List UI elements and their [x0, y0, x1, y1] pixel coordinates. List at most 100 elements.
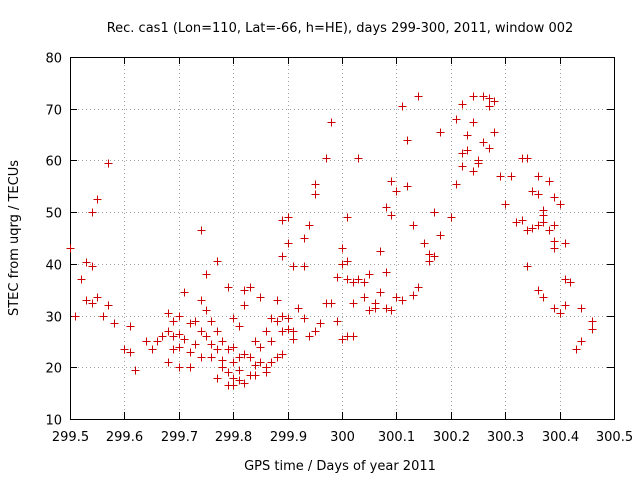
- y-tick-label: 20: [45, 362, 62, 377]
- data-point: [175, 363, 184, 372]
- data-point: [197, 226, 206, 235]
- data-point: [403, 136, 412, 145]
- data-point: [300, 262, 309, 271]
- data-point: [240, 350, 249, 359]
- data-point: [550, 237, 559, 246]
- data-point: [392, 187, 401, 196]
- data-point: [142, 337, 151, 346]
- data-point: [300, 314, 309, 323]
- data-point: [469, 92, 478, 101]
- data-point: [343, 257, 352, 266]
- data-point: [126, 348, 135, 357]
- data-point: [88, 299, 97, 308]
- data-point: [485, 102, 494, 111]
- data-point: [110, 319, 119, 328]
- data-point: [376, 288, 385, 297]
- data-point: [539, 218, 548, 227]
- data-point: [256, 343, 265, 352]
- data-point: [191, 340, 200, 349]
- y-tick-label: 80: [45, 52, 62, 67]
- data-point: [273, 317, 282, 326]
- data-point: [164, 358, 173, 367]
- data-point: [289, 335, 298, 344]
- data-point: [267, 358, 276, 367]
- data-point: [273, 296, 282, 305]
- chart-title: Rec. cas1 (Lon=110, Lat=-66, h=HE), days…: [107, 21, 574, 36]
- data-point: [561, 239, 570, 248]
- data-point: [202, 306, 211, 315]
- data-point: [403, 182, 412, 191]
- data-point: [240, 379, 249, 388]
- data-point: [561, 301, 570, 310]
- data-point: [240, 301, 249, 310]
- axes: [70, 57, 615, 420]
- data-point: [289, 262, 298, 271]
- y-tick-label: 40: [45, 259, 62, 274]
- data-point: [229, 314, 238, 323]
- data-point: [148, 345, 157, 354]
- data-point: [327, 299, 336, 308]
- data-point: [430, 208, 439, 217]
- data-point: [246, 283, 255, 292]
- data-point: [131, 366, 140, 375]
- data-point: [518, 216, 527, 225]
- data-point: [305, 332, 314, 341]
- data-point: [349, 332, 358, 341]
- data-point: [235, 322, 244, 331]
- data-point: [409, 291, 418, 300]
- data-point: [452, 180, 461, 189]
- data-point: [251, 337, 260, 346]
- data-point: [338, 260, 347, 269]
- data-point: [240, 286, 249, 295]
- data-point: [186, 348, 195, 357]
- data-point: [311, 180, 320, 189]
- data-point: [572, 345, 581, 354]
- data-point: [229, 358, 238, 367]
- x-tick-label: 300.5: [596, 430, 633, 445]
- data-point: [278, 216, 287, 225]
- data-point: [382, 203, 391, 212]
- y-tick-label: 30: [45, 311, 62, 326]
- data-point: [452, 115, 461, 124]
- data-point: [235, 366, 244, 375]
- data-point: [229, 374, 238, 383]
- data-point: [458, 162, 467, 171]
- data-point: [197, 353, 206, 362]
- data-point: [180, 288, 189, 297]
- data-point: [213, 257, 222, 266]
- data-point: [99, 312, 108, 321]
- data-point: [534, 286, 543, 295]
- data-point: [284, 325, 293, 334]
- data-point: [229, 381, 238, 390]
- data-point: [539, 293, 548, 302]
- data-point: [534, 190, 543, 199]
- data-point: [479, 138, 488, 147]
- data-point: [507, 172, 516, 181]
- data-point: [153, 337, 162, 346]
- data-point: [316, 319, 325, 328]
- data-point: [349, 278, 358, 287]
- x-tick-label: 300.2: [433, 430, 470, 445]
- data-point: [66, 244, 75, 253]
- data-point: [365, 270, 374, 279]
- data-point: [556, 200, 565, 209]
- data-point: [104, 159, 113, 168]
- data-point: [262, 363, 271, 372]
- data-point: [469, 118, 478, 127]
- data-point: [458, 149, 467, 158]
- data-point: [387, 306, 396, 315]
- data-point: [235, 353, 244, 362]
- data-point: [463, 146, 472, 155]
- data-point: [523, 226, 532, 235]
- data-point: [371, 304, 380, 313]
- x-tick-label: 299.7: [161, 430, 198, 445]
- data-point: [278, 312, 287, 321]
- data-point: [82, 296, 91, 305]
- data-point: [284, 314, 293, 323]
- data-point: [267, 314, 276, 323]
- data-point: [207, 353, 216, 362]
- data-point: [256, 358, 265, 367]
- data-point: [311, 190, 320, 199]
- data-point: [267, 337, 276, 346]
